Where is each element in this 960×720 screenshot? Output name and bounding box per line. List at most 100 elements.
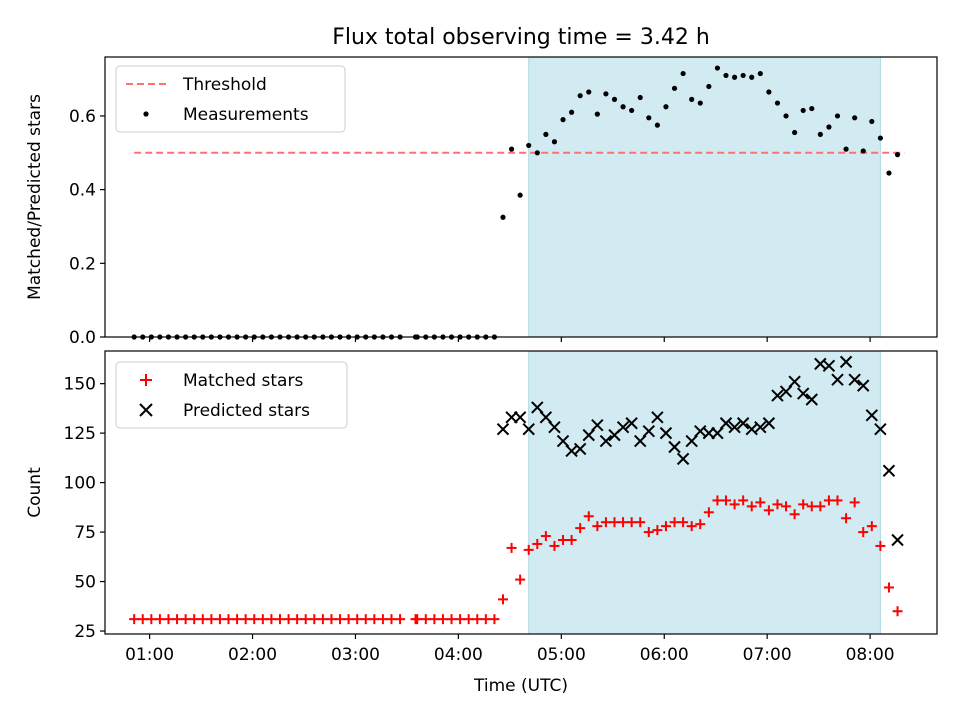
- measurement-point: [706, 83, 712, 90]
- predicted-star-point: [848, 373, 861, 386]
- measurement-point: [731, 74, 738, 80]
- matched-star-point: [883, 582, 894, 593]
- matched-star-point: [815, 501, 826, 512]
- matched-star-point: [806, 501, 817, 512]
- matched-star-point: [566, 534, 577, 545]
- matched-star-point: [798, 499, 809, 510]
- matched-star-point: [600, 517, 611, 528]
- x-tick-label: 02:00: [228, 645, 277, 665]
- x-tick-label: 07:00: [743, 645, 792, 665]
- matched-star-point: [789, 509, 800, 520]
- measurement-point: [834, 113, 841, 119]
- predicted-star-point: [642, 424, 656, 438]
- measurement-point: [500, 214, 506, 220]
- measurement-point: [551, 139, 558, 145]
- matched-star-point: [858, 527, 869, 538]
- measurement-point: [809, 105, 815, 112]
- matched-star-point: [497, 594, 508, 605]
- measurement-point: [792, 129, 798, 136]
- predicted-star-point: [668, 440, 681, 454]
- predicted-star-point: [762, 417, 776, 430]
- legend-matched-swatch: [140, 374, 152, 386]
- matched-star-point: [635, 517, 646, 528]
- matched-star-point: [146, 614, 157, 625]
- predicted-star-point: [711, 426, 724, 440]
- predicted-star-point: [685, 434, 698, 448]
- matched-star-point: [223, 614, 234, 625]
- matched-star-point: [781, 501, 792, 512]
- count-y-axis-label: Count: [25, 467, 45, 518]
- matched-star-point: [335, 614, 346, 625]
- measurement-point: [783, 113, 789, 119]
- highlight-span-rect: [528, 56, 881, 338]
- matched-star-point: [129, 614, 140, 625]
- measurement-point: [843, 146, 849, 152]
- matched-star-point: [652, 525, 663, 536]
- predicted-star-point: [659, 426, 673, 440]
- matched-star-point: [558, 534, 569, 545]
- measurement-point: [714, 65, 721, 71]
- predicted-star-point: [573, 442, 587, 456]
- matched-star-point: [163, 614, 174, 625]
- matched-star-point: [352, 614, 363, 625]
- matched-star-point: [154, 614, 165, 625]
- measurement-point: [757, 70, 763, 77]
- matched-star-point: [317, 614, 328, 625]
- matched-star-point: [592, 521, 603, 532]
- matched-star-point: [480, 614, 491, 625]
- count-axes-frame: [104, 350, 938, 635]
- ratio-legend: Threshold Measurements: [115, 65, 346, 133]
- matched-star-point: [137, 614, 148, 625]
- matched-star-point: [455, 614, 466, 625]
- predicted-star-point: [531, 401, 544, 414]
- count-x-ticks: 01:00 02:00 03:00 04:00 05:00 06:00 07:00 08:00: [125, 634, 895, 665]
- measurement-point: [723, 72, 729, 79]
- matched-star-point: [189, 614, 200, 625]
- predicted-star-point: [556, 434, 570, 448]
- measurement-point: [740, 72, 746, 79]
- predicted-star-point: [634, 434, 647, 448]
- matched-star-point: [669, 517, 680, 528]
- predicted-star-point: [779, 385, 793, 398]
- predicted-star-point: [831, 373, 844, 386]
- predicted-star-point: [805, 393, 818, 406]
- matched-star-point: [180, 614, 191, 625]
- matched-star-point: [515, 574, 526, 585]
- count-legend: Matched stars Predicted stars: [115, 361, 348, 429]
- matched-star-point: [395, 614, 406, 625]
- predicted-star-point: [874, 422, 887, 436]
- ratio-highlight-span: [528, 56, 881, 338]
- legend-threshold-label: Threshold: [182, 75, 267, 95]
- predicted-star-point: [548, 420, 561, 434]
- predicted-star-point: [857, 379, 870, 392]
- matched-star-point: [849, 497, 860, 508]
- matched-star-point: [446, 614, 457, 625]
- measurement-point: [534, 150, 540, 156]
- predicted-star-point: [522, 422, 535, 436]
- legend-predicted-swatch: [139, 403, 153, 417]
- matched-star-point: [763, 505, 774, 516]
- measurement-point: [560, 117, 566, 123]
- matched-star-point: [326, 614, 337, 625]
- predicted-star-point: [865, 409, 879, 422]
- ratio-y-axis-label: Matched/Predicted stars: [25, 94, 45, 300]
- matched-star-point: [720, 495, 731, 506]
- matched-star-point: [643, 527, 654, 538]
- matched-star-point: [343, 614, 354, 625]
- matched-star-point: [832, 495, 843, 506]
- measurement-point: [577, 93, 583, 99]
- matched-star-point: [506, 542, 517, 553]
- matched-star-point: [472, 614, 483, 625]
- matched-star-point: [377, 614, 388, 625]
- matched-star-point: [309, 614, 320, 625]
- measurement-point: [689, 96, 695, 102]
- matched-star-point: [583, 511, 594, 522]
- predicted-star-point: [728, 420, 741, 434]
- matched-star-point: [489, 614, 500, 625]
- matched-star-point: [875, 540, 886, 551]
- matched-star-point: [266, 614, 277, 625]
- matched-star-point: [523, 544, 534, 555]
- matched-star-point: [300, 614, 311, 625]
- x-tick-label: 01:00: [125, 645, 174, 665]
- highlight-span-rect: [528, 350, 881, 635]
